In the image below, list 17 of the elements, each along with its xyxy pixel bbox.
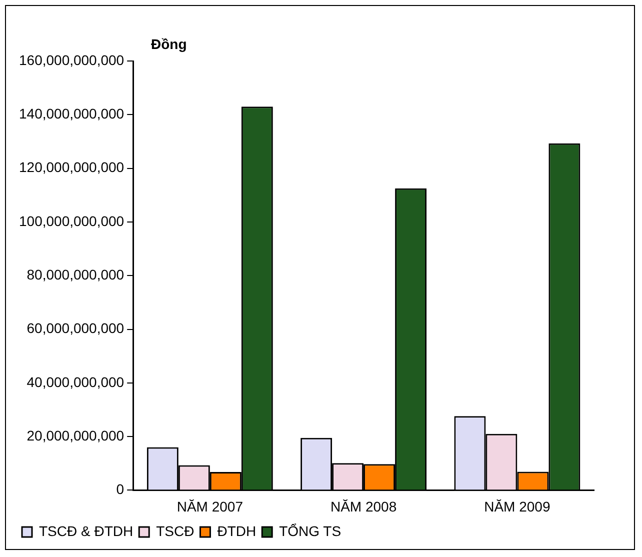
- x-tick-label: NĂM 2009: [484, 498, 550, 514]
- y-tick-label: 20,000,000,000: [26, 427, 124, 444]
- y-tick-label: 100,000,000,000: [18, 212, 124, 229]
- legend-label: ĐTDH: [217, 522, 256, 539]
- y-tick-label: 80,000,000,000: [26, 266, 124, 282]
- legend-label: TSCĐ & ĐTDH: [39, 522, 134, 539]
- legend-label: TSCĐ: [156, 522, 194, 539]
- y-tick-label: 140,000,000,000: [18, 106, 124, 122]
- y-tick-label: 120,000,000,000: [18, 159, 124, 176]
- y-tick-label: 60,000,000,000: [26, 320, 124, 336]
- x-tick-label: NĂM 2007: [176, 498, 244, 514]
- y-axis-title: Đồng: [151, 36, 187, 52]
- y-tick-label: 160,000,000,000: [18, 52, 124, 68]
- legend-label: TỔNG TS: [279, 522, 342, 539]
- x-tick-label: NĂM 2008: [330, 498, 397, 514]
- y-tick-label: 40,000,000,000: [26, 374, 124, 390]
- y-tick-label: 0: [116, 481, 124, 498]
